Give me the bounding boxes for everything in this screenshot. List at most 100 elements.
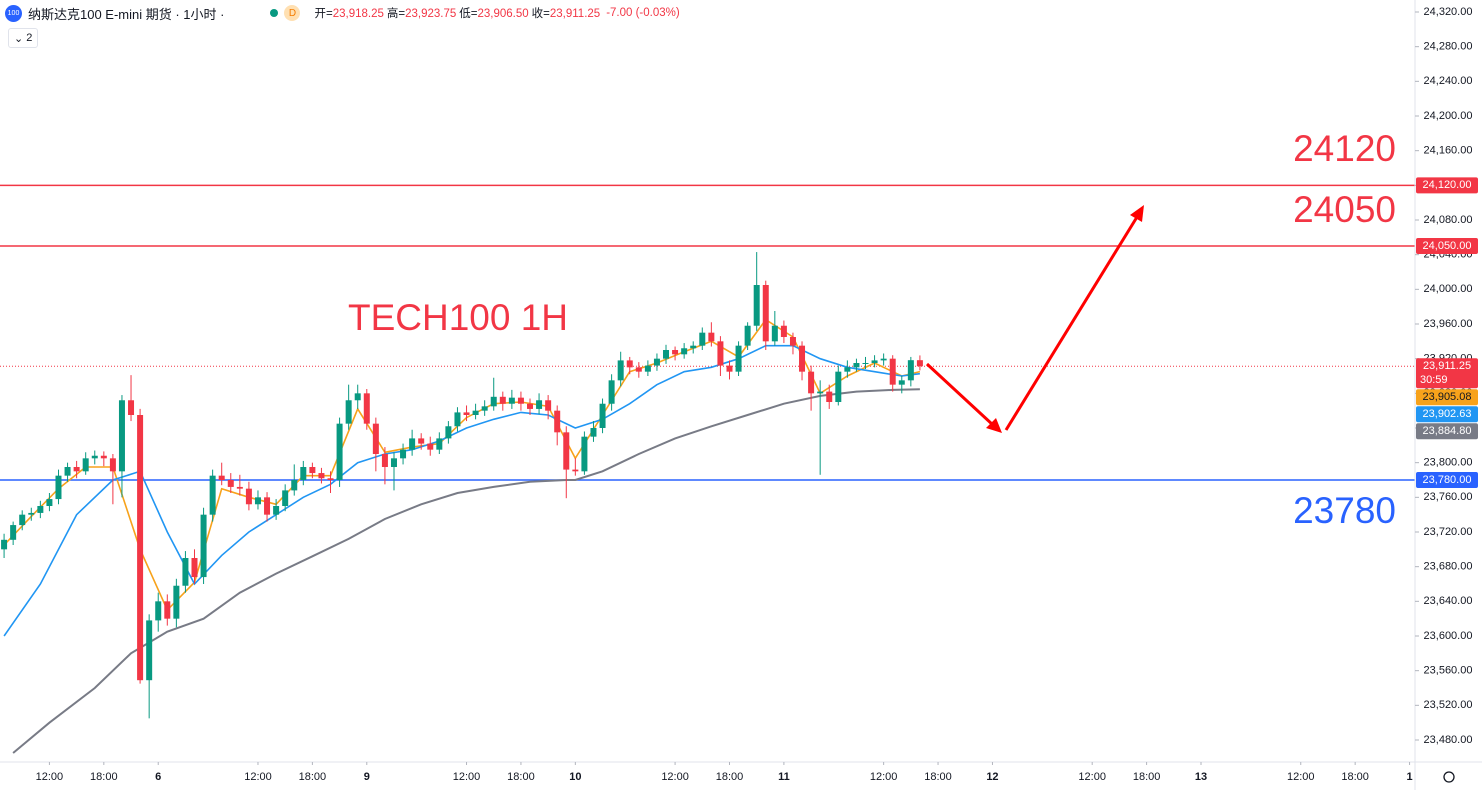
- candle-body: [300, 467, 307, 480]
- x-tick-label: 12:00: [1078, 771, 1106, 783]
- candle-body: [10, 525, 17, 540]
- candle-body: [663, 350, 670, 359]
- candle-body: [490, 396, 497, 407]
- ohlc-value: 23,906.50: [477, 8, 529, 20]
- candle-body: [191, 558, 198, 578]
- last-price-tag: [1416, 358, 1478, 389]
- candle-body: [46, 499, 53, 506]
- candle-body: [55, 475, 62, 500]
- candle-body: [844, 367, 851, 372]
- x-tick-label: 12:00: [870, 771, 898, 783]
- x-tick-label: 18:00: [90, 771, 118, 783]
- candle-body: [182, 558, 189, 586]
- x-tick-label: 13: [1195, 771, 1207, 783]
- y-tick-label: 23,560.00: [1424, 665, 1473, 677]
- settings-icon: [1443, 771, 1455, 783]
- y-tick-label: 23,960.00: [1424, 318, 1473, 330]
- ohlc-item: 低=23,906.50: [459, 8, 528, 20]
- y-tick-label: 23,640.00: [1424, 595, 1473, 607]
- last-price-tag-label: 23,911.25: [1423, 360, 1471, 372]
- candle-body: [164, 601, 171, 619]
- candle-body: [916, 360, 923, 367]
- y-tick-label: 23,760.00: [1424, 491, 1473, 503]
- x-tick-label: 12: [986, 771, 998, 783]
- candle-body: [835, 371, 842, 402]
- candle-body: [309, 467, 316, 474]
- candle-body: [789, 337, 796, 346]
- y-tick-label: 23,800.00: [1424, 457, 1473, 469]
- candle-body: [73, 467, 80, 472]
- candle-body: [862, 363, 869, 364]
- ma-line: [12, 388, 920, 754]
- candle-body: [273, 506, 280, 515]
- candle-body: [173, 585, 180, 619]
- candle-body: [463, 412, 470, 415]
- plot: [0, 184, 1415, 754]
- candle-body: [563, 432, 570, 470]
- candle-body: [390, 458, 397, 467]
- x-tick-label: 12:00: [244, 771, 272, 783]
- candle-body: [327, 478, 334, 480]
- candle-body: [871, 360, 878, 363]
- candle-body: [726, 365, 733, 372]
- countdown: 30:59: [1420, 374, 1448, 386]
- candle-body: [354, 393, 361, 401]
- y-tick-label: 23,680.00: [1424, 561, 1473, 573]
- ohlc-item: 开=23,918.25: [314, 8, 383, 20]
- symbol-title[interactable]: 纳斯达克100 E-mini 期货 · 1小时 ·: [28, 6, 225, 22]
- candle-body: [427, 443, 434, 450]
- ohlc-label: 开=: [314, 8, 333, 20]
- candle-body: [118, 400, 125, 472]
- candle-body: [499, 396, 506, 404]
- candle-body: [291, 480, 298, 491]
- y-tick-label: 24,320.00: [1424, 6, 1473, 18]
- candle-body: [218, 475, 225, 480]
- arrow-up: [1004, 216, 1139, 431]
- x-tick-label: 12:00: [453, 771, 481, 783]
- x-tick-label: 18:00: [716, 771, 744, 783]
- candle-body: [409, 438, 416, 450]
- forecast-arrows: [925, 205, 1144, 433]
- candle-body: [590, 428, 597, 437]
- level-tag: [1416, 472, 1478, 488]
- status-dot: [270, 9, 279, 17]
- ohlc-value: 23,911.25: [549, 8, 601, 20]
- candle-body: [799, 345, 806, 372]
- candle-body: [817, 391, 824, 394]
- candle-body: [608, 380, 615, 404]
- candle-body: [617, 360, 624, 381]
- y-tick-label: 23,600.00: [1424, 630, 1473, 642]
- candle-body: [672, 350, 679, 355]
- candle-body: [581, 436, 588, 472]
- candle-body: [91, 455, 98, 459]
- candle-body: [780, 325, 787, 337]
- delay-badge: D: [284, 5, 301, 21]
- candle-body: [245, 488, 252, 505]
- x-tick-label: 1: [1406, 771, 1412, 783]
- candle-body: [454, 412, 461, 427]
- ohlc-label: 收=: [531, 8, 550, 20]
- candle-body: [400, 449, 407, 459]
- ma-tag-label: 23,884.80: [1423, 425, 1472, 437]
- y-tick-label: 23,480.00: [1424, 734, 1473, 746]
- candle-body: [653, 358, 660, 366]
- ohlc-values: 开=23,918.25 高=23,923.75 低=23,906.50 收=23,91…: [314, 5, 603, 21]
- y-tick-label: 24,280.00: [1424, 41, 1473, 53]
- candle-body: [527, 403, 534, 409]
- candle-body: [19, 514, 26, 526]
- candle-body: [155, 601, 162, 621]
- candle-body: [572, 469, 579, 472]
- ma-tag: [1416, 423, 1478, 440]
- y-tick-label: 24,240.00: [1424, 75, 1473, 87]
- x-tick-label: 18:00: [924, 771, 952, 783]
- level-label: 24050: [1293, 189, 1396, 230]
- candle-body: [381, 454, 388, 467]
- candle-body: [626, 360, 633, 368]
- x-tick-label: 12:00: [1287, 771, 1315, 783]
- ohlc-item: 高=23,923.75: [387, 8, 456, 20]
- candle-body: [708, 332, 715, 342]
- indicator-toggle[interactable]: ⌄ 2: [8, 28, 39, 48]
- ma-line: [3, 344, 921, 637]
- candle-body: [771, 325, 778, 342]
